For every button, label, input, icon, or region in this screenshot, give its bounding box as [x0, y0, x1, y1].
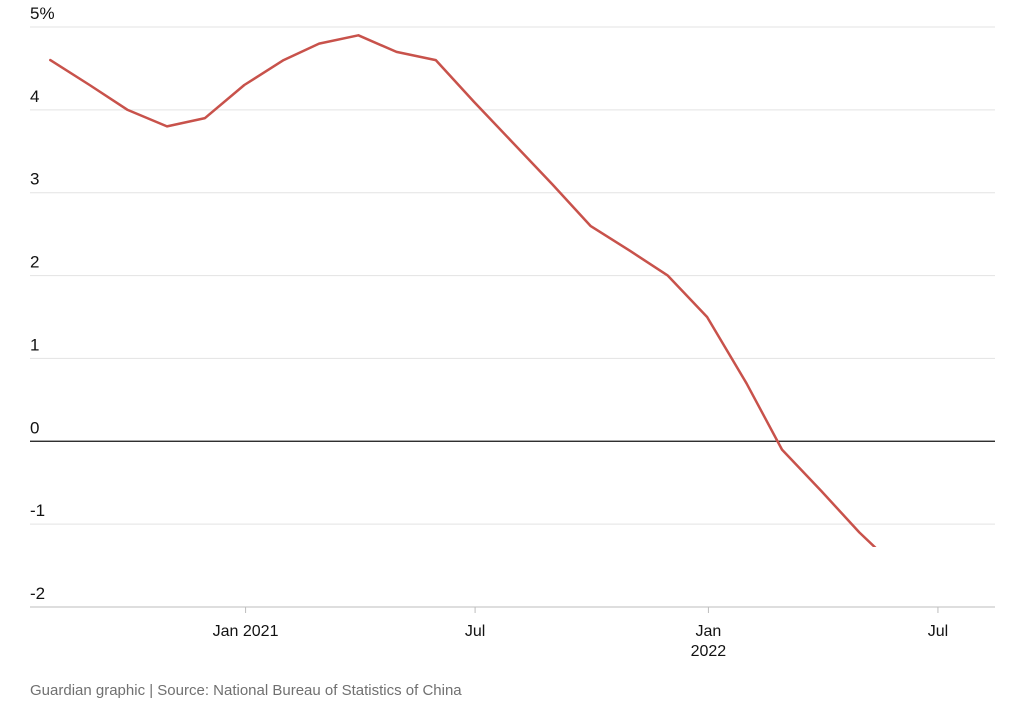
y-tick-label: 4 [30, 87, 39, 106]
series-line [49, 34, 877, 547]
x-axis-ticks: Jan 2021 Jul Jan 2022 Jul [213, 607, 948, 660]
gridlines [30, 26, 995, 608]
x-tick-label: Jan 2021 [213, 623, 279, 640]
y-tick-label: -1 [30, 501, 45, 520]
y-tick-label: 5% [30, 4, 55, 23]
y-tick-label: 3 [30, 170, 39, 189]
y-axis-ticks: 5% 4 3 2 1 0 -1 -2 [30, 4, 55, 603]
y-tick-label: 0 [30, 418, 39, 437]
y-tick-label: -2 [30, 584, 45, 603]
y-tick-label: 1 [30, 335, 39, 354]
source-note: Guardian graphic | Source: National Bure… [30, 682, 462, 699]
x-tick-label: Jul [465, 623, 485, 640]
x-tick-sublabel: 2022 [691, 643, 727, 660]
x-tick-label: Jul [928, 623, 948, 640]
series-lines [49, 34, 877, 547]
y-tick-label: 2 [30, 253, 39, 272]
x-tick-label: Jan [696, 623, 722, 640]
